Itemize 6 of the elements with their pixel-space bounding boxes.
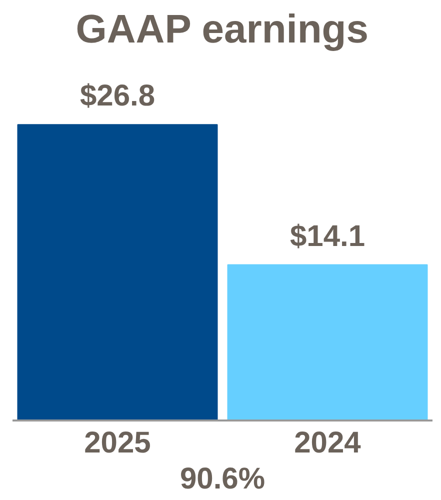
chart-title: GAAP earnings bbox=[76, 8, 368, 52]
x-tick-label: 2025 bbox=[84, 426, 151, 460]
text: 90.6% bbox=[180, 462, 266, 496]
data-label: $26.8 bbox=[80, 80, 156, 113]
x-tick-label: 2024 bbox=[294, 426, 362, 460]
data-label: $14.1 bbox=[290, 220, 366, 253]
